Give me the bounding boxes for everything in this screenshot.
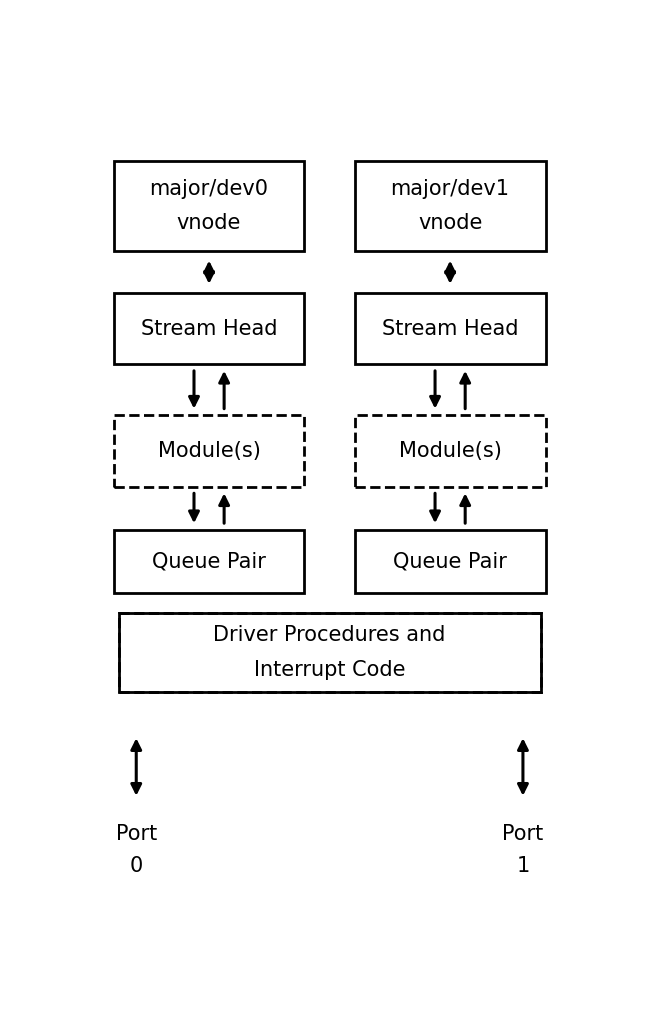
Bar (113, 530, 305, 593)
Text: Queue Pair: Queue Pair (393, 552, 507, 571)
Bar (354, 416, 546, 486)
Text: Queue Pair: Queue Pair (152, 552, 266, 571)
Text: Stream Head: Stream Head (382, 318, 518, 339)
Text: Module(s): Module(s) (399, 441, 502, 461)
Bar (113, 416, 305, 486)
Bar (113, 161, 305, 251)
Text: vnode: vnode (177, 213, 241, 234)
Bar (119, 613, 540, 692)
Text: Module(s): Module(s) (157, 441, 260, 461)
Text: major/dev0: major/dev0 (150, 179, 268, 199)
Text: Port: Port (115, 824, 157, 844)
Bar (354, 293, 546, 364)
Bar (113, 293, 305, 364)
Text: major/dev1: major/dev1 (391, 179, 509, 199)
Text: 1: 1 (516, 856, 529, 876)
Text: 0: 0 (130, 856, 143, 876)
Bar (354, 161, 546, 251)
Bar (119, 613, 540, 692)
Bar (354, 530, 546, 593)
Text: vnode: vnode (418, 213, 482, 234)
Text: Interrupt Code: Interrupt Code (254, 660, 406, 680)
Text: Port: Port (502, 824, 544, 844)
Text: Driver Procedures and: Driver Procedures and (213, 625, 446, 645)
Text: Stream Head: Stream Head (141, 318, 277, 339)
